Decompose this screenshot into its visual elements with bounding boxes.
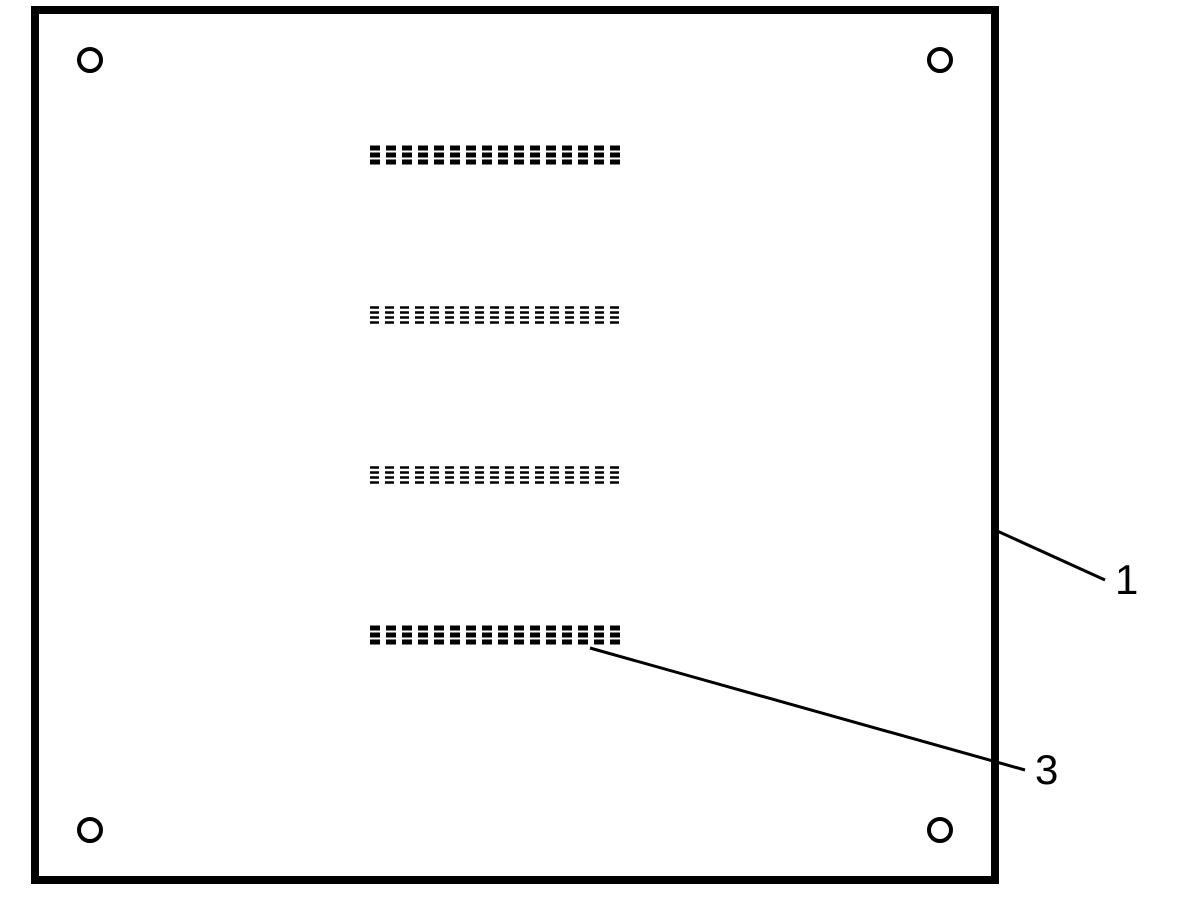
technical-diagram-svg — [0, 0, 1180, 893]
diagram-container — [0, 0, 1180, 893]
callout-label-1: 1 — [1115, 556, 1138, 604]
callout-label-3: 3 — [1035, 746, 1058, 794]
